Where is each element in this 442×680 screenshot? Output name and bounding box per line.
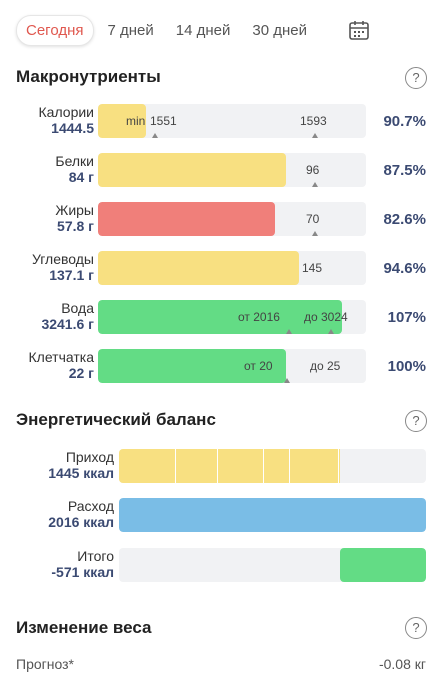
weight-help-icon[interactable]: ? <box>405 617 427 639</box>
macro-bar-fill <box>98 202 275 236</box>
energy-value: 2016 ккал <box>48 514 114 530</box>
energy-help-icon[interactable]: ? <box>405 410 427 432</box>
macro-bar-track: min 1551 1593 <box>98 104 366 138</box>
macro-row: Жиры 57.8 г 70 82.6% <box>0 202 442 238</box>
macro-bar-tick <box>312 133 318 138</box>
energy-bar-segment <box>119 449 176 483</box>
forecast-value: -0.08 кг <box>378 656 426 672</box>
macros-help-icon[interactable]: ? <box>405 67 427 89</box>
macro-bar-mark: 145 <box>302 261 323 275</box>
energy-label: Итого -571 ккал <box>51 548 114 580</box>
tab-14-days[interactable]: 14 дней <box>175 22 231 39</box>
macro-percent: 100% <box>387 358 426 375</box>
macro-value: 84 г <box>68 169 94 185</box>
energy-value: -571 ккал <box>51 564 114 580</box>
energy-name: Приход <box>65 449 114 465</box>
energy-bar-segment <box>290 449 339 483</box>
energy-bar-fill <box>340 548 426 582</box>
macro-percent: 107% <box>387 309 426 326</box>
macro-percent: 90.7% <box>383 113 426 130</box>
macro-bar-tick <box>286 329 292 334</box>
macro-row: Белки 84 г 96 87.5% <box>0 153 442 189</box>
macro-bar-track: 70 <box>98 202 366 236</box>
macro-bar-mark: от 20 <box>244 359 273 373</box>
macros-section-title: Макронутриенты <box>16 67 161 86</box>
energy-bar-segment <box>218 449 264 483</box>
macro-row: Вода 3241.6 г от 2016 до 3024 107% <box>0 300 442 336</box>
macro-bar-track: 96 <box>98 153 366 187</box>
macro-bar-tick <box>152 133 158 138</box>
macro-bar-fill <box>98 153 286 187</box>
macro-bar-track: 145 <box>98 251 366 285</box>
macro-percent: 87.5% <box>383 162 426 179</box>
macro-bar-fill <box>98 349 286 383</box>
macro-label: Жиры 57.8 г <box>55 202 94 234</box>
macro-row: Углеводы 137.1 г 145 94.6% <box>0 251 442 287</box>
macro-bar-mark: до 3024 <box>304 310 348 324</box>
macro-label: Клетчатка 22 г <box>29 349 94 381</box>
macro-label: Белки 84 г <box>55 153 94 185</box>
macro-label: Углеводы 137.1 г <box>32 251 94 283</box>
macro-percent: 82.6% <box>383 211 426 228</box>
energy-bar-fill <box>119 498 426 532</box>
macro-bar-mark: 96 <box>306 163 320 177</box>
calendar-icon[interactable] <box>348 19 370 41</box>
macro-row: Калории 1444.5 min 1551 1593 90.7% <box>0 104 442 140</box>
energy-bar-segment <box>339 449 340 483</box>
energy-label: Приход 1445 ккал <box>48 449 114 481</box>
macro-bar-fill <box>98 300 342 334</box>
tab-30-days[interactable]: 30 дней <box>252 22 307 39</box>
macro-bar-tick <box>312 182 318 187</box>
energy-row: Итого -571 ккал <box>0 548 442 584</box>
energy-bar-segment <box>264 449 290 483</box>
macro-name: Жиры <box>55 202 94 218</box>
macro-value: 22 г <box>68 365 94 381</box>
energy-bar-track <box>119 498 426 532</box>
macro-value: 57.8 г <box>57 218 94 234</box>
forecast-label: Прогноз* <box>16 656 74 672</box>
weight-section-title: Изменение веса <box>16 618 152 637</box>
macro-value: 137.1 г <box>49 267 94 283</box>
macro-bar-fill <box>98 104 146 138</box>
macro-name: Клетчатка <box>28 349 94 365</box>
energy-bar-track <box>119 548 426 582</box>
energy-row: Приход 1445 ккал <box>0 449 442 485</box>
macro-name: Вода <box>61 300 94 316</box>
tab-7-days[interactable]: 7 дней <box>107 22 154 39</box>
macro-label: Вода 3241.6 г <box>41 300 94 332</box>
macro-name: Углеводы <box>31 251 94 267</box>
macro-bar-track: от 2016 до 3024 <box>98 300 366 334</box>
macro-percent: 94.6% <box>383 260 426 277</box>
energy-row: Расход 2016 ккал <box>0 498 442 534</box>
macro-value: 1444.5 <box>51 120 94 136</box>
macro-bar-mark: min <box>126 114 146 128</box>
energy-value: 1445 ккал <box>48 465 114 481</box>
macro-name: Белки <box>55 153 94 169</box>
energy-name: Расход <box>67 498 114 514</box>
macro-value: 3241.6 г <box>41 316 94 332</box>
energy-bar-track <box>119 449 426 483</box>
macro-bar-mark: 1551 <box>150 114 177 128</box>
macro-bar-fill <box>98 251 299 285</box>
energy-label: Расход 2016 ккал <box>48 498 114 530</box>
energy-name: Итого <box>77 548 114 564</box>
macro-bar-mark: до 25 <box>310 359 341 373</box>
macro-bar-mark: 70 <box>306 212 320 226</box>
macro-bar-tick <box>284 378 290 383</box>
macro-bar-mark: от 2016 <box>238 310 280 324</box>
macro-name: Калории <box>38 104 94 120</box>
macro-bar-track: от 20 до 25 <box>98 349 366 383</box>
macro-bar-tick <box>328 329 334 334</box>
macro-row: Клетчатка 22 г от 20 до 25 100% <box>0 349 442 385</box>
macro-bar-mark: 1593 <box>300 114 327 128</box>
energy-section-title: Энергетический баланс <box>16 410 216 429</box>
macro-bar-tick <box>312 231 318 236</box>
tab-today[interactable]: Сегодня <box>16 15 94 46</box>
period-tabs: Сегодня 7 дней 14 дней 30 дней <box>16 15 329 46</box>
energy-bar-segment <box>176 449 218 483</box>
macro-label: Калории 1444.5 <box>39 104 94 136</box>
